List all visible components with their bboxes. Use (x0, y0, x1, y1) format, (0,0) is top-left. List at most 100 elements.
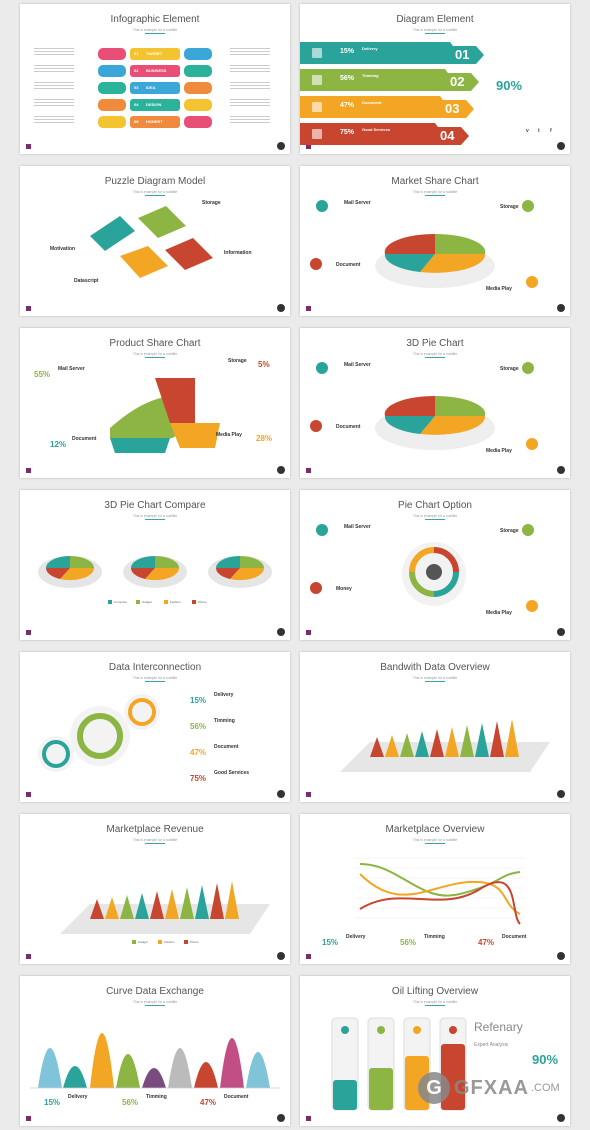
slide-logo (306, 144, 313, 149)
slide-title: Marketplace Revenue (106, 824, 204, 835)
page-number (557, 466, 565, 474)
cone (460, 725, 474, 757)
curve-bar (246, 1052, 270, 1088)
slide-subtitle: This is example for a subtitle (412, 514, 458, 518)
cone (370, 737, 384, 757)
slide-subtitle: This is example for a subtitle (412, 676, 458, 680)
cone (400, 733, 414, 757)
slide-graphic (110, 378, 220, 453)
number-tag (448, 46, 484, 64)
pie-slice (216, 556, 240, 568)
slide-graphic (300, 42, 484, 145)
text-line (34, 48, 74, 49)
slide-graphic (60, 881, 270, 944)
band-icon (312, 48, 322, 58)
slide-logo (306, 954, 313, 959)
slide-subtitle: This is example for a subtitle (132, 190, 178, 194)
band-icon (312, 102, 322, 112)
chart-label: Mail Server (344, 362, 371, 368)
text-line (34, 68, 74, 69)
title-underline (145, 519, 165, 520)
slide-subtitle: This is example for a subtitle (132, 838, 178, 842)
legend-swatch (132, 940, 136, 944)
center-icon (426, 564, 442, 580)
band-label: Timming (362, 73, 379, 78)
page-number (557, 304, 565, 312)
legend-label: Computer (114, 600, 128, 604)
text-line (34, 116, 74, 117)
label-icon (310, 582, 322, 594)
logo-mark (306, 144, 311, 149)
puzzle-label: Information (224, 250, 252, 256)
chart-label: Storage (500, 204, 519, 210)
pie-slice (46, 556, 70, 568)
slide-4: Market Share Chart This is example for a … (300, 166, 570, 316)
slide-title: Market Share Chart (391, 176, 479, 187)
logo-mark (306, 306, 311, 311)
logo-mark (306, 468, 311, 473)
slide-logo (306, 468, 313, 473)
donut-segment (433, 571, 459, 597)
curve-bar (116, 1054, 140, 1088)
cylinder-left (98, 116, 126, 128)
row-percent: 56% (190, 722, 207, 731)
slide-graphic (310, 524, 538, 612)
row-label: BUSINESS (146, 68, 167, 73)
slide-subtitle: This is example for a subtitle (412, 28, 458, 32)
band-number: 02 (450, 74, 465, 89)
cylinder-left (98, 82, 126, 94)
text-line (34, 99, 74, 100)
slide-13: Curve Data Exchange This is example for a… (20, 976, 290, 1126)
slide-subtitle: This is example for a subtitle (412, 352, 458, 356)
slide-7: 3D Pie Chart Compare This is example for … (20, 490, 290, 640)
big-percent: 90% (496, 78, 523, 93)
curve-bar (168, 1048, 192, 1088)
text-line (230, 99, 270, 100)
text-line (230, 119, 270, 120)
cone (90, 899, 104, 919)
ring-segment (110, 438, 170, 453)
slide-graphic (310, 200, 538, 288)
cone (430, 729, 444, 757)
oil-subheading: Expert Analysis (474, 1042, 509, 1048)
row-label: Document (502, 934, 527, 940)
slide-2: Diagram Element This is example for a sub… (300, 4, 570, 154)
slide-logo (26, 954, 33, 959)
pie-slice (155, 556, 179, 568)
chart-label: Media Play (486, 448, 512, 454)
band-icon (312, 75, 322, 85)
pie-slice (131, 556, 155, 568)
page-number (277, 790, 285, 798)
pie-slice (435, 395, 486, 416)
slide-logo (306, 1116, 313, 1121)
band-label: Good Services (362, 127, 391, 132)
text-line (34, 85, 74, 86)
label-band (130, 65, 180, 77)
label-band (130, 82, 180, 94)
row-label: Timming (424, 934, 445, 940)
logo-mark (26, 468, 31, 473)
slide-title: Oil Lifting Overview (391, 986, 479, 997)
pie-slice (130, 568, 155, 579)
row-label: Delivery (68, 1094, 88, 1100)
page-number (277, 1114, 285, 1122)
text-line (34, 71, 74, 72)
chart-percent: 28% (256, 434, 273, 443)
slide-subtitle: This is example for a subtitle (132, 352, 178, 356)
title-underline (145, 1005, 165, 1006)
text-line (230, 122, 270, 123)
slide-logo (306, 630, 313, 635)
legend-label: Phone (198, 600, 207, 604)
pie-slice (240, 556, 264, 568)
chart-label: Document (72, 436, 97, 442)
chart-label: Media Play (216, 432, 242, 438)
cylinder-left (98, 65, 126, 77)
label-icon (316, 200, 328, 212)
text-line (34, 65, 74, 66)
row-percent: 75% (190, 774, 207, 783)
band-label: Document (362, 100, 382, 105)
page-number (277, 466, 285, 474)
legend-label: Gadget (138, 940, 148, 944)
pie-slice (420, 254, 486, 273)
